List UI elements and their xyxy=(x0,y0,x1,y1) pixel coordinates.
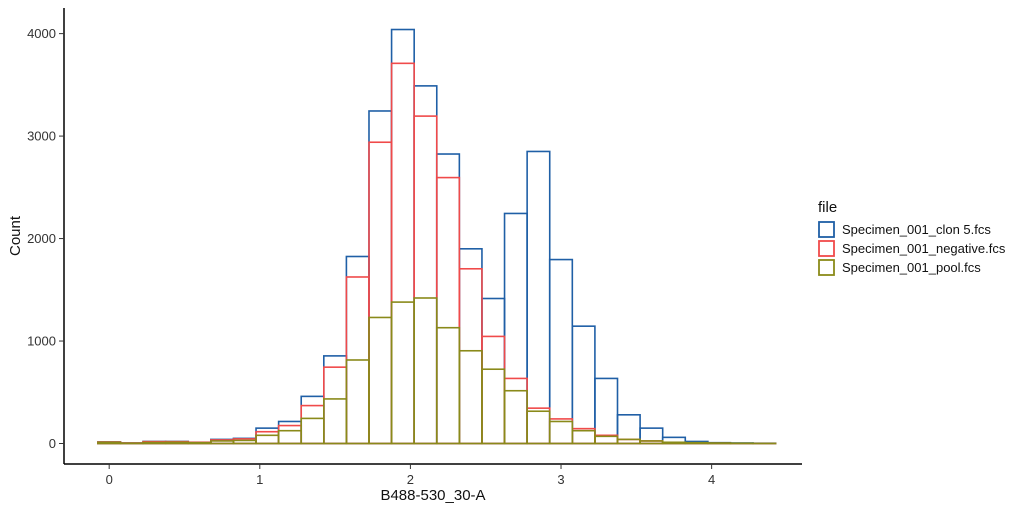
legend-label-1: Specimen_001_negative.fcs xyxy=(842,241,1006,256)
bar-series-2-bin-13 xyxy=(390,301,415,445)
bar-series-2-bin-25 xyxy=(661,441,687,445)
bar-series-2-bin-19 xyxy=(526,410,551,445)
legend-label-2: Specimen_001_pool.fcs xyxy=(842,260,981,275)
bar-series-0-bin-17 xyxy=(481,297,506,445)
bar-series-2-bin-22 xyxy=(594,435,619,445)
bar-series-0-bin-14 xyxy=(413,85,438,445)
y-tick-label-3: 3000 xyxy=(27,129,56,144)
bar-series-0-bin-12 xyxy=(368,110,393,445)
bar-series-2-bin-11 xyxy=(345,359,370,445)
bar-series-2-bin-3 xyxy=(164,441,190,445)
bar-series-1-bin-9 xyxy=(300,404,325,445)
bar-series-2-bin-2 xyxy=(142,441,167,445)
bar-series-0-bin-20 xyxy=(548,258,574,445)
bar-series-0-bin-21 xyxy=(571,325,596,445)
bar-series-0-bin-11 xyxy=(345,255,370,445)
legend-swatch-1 xyxy=(818,240,835,257)
bar-series-2-bin-23 xyxy=(616,438,641,445)
bar-series-1-bin-12 xyxy=(368,141,393,445)
bar-series-2-bin-26 xyxy=(684,441,709,445)
x-tick-label-3: 3 xyxy=(557,472,564,487)
x-tick-label-0: 0 xyxy=(106,472,113,487)
bar-series-2-bin-17 xyxy=(481,368,506,445)
bar-series-2-bin-18 xyxy=(503,389,528,445)
bar-series-1-bin-20 xyxy=(548,418,574,445)
legend-title: file xyxy=(818,199,837,216)
y-tick-label-4: 4000 xyxy=(27,26,56,41)
legend-swatch-0 xyxy=(818,221,835,238)
legend-swatch-2 xyxy=(818,259,835,276)
y-tick-label-1: 1000 xyxy=(27,334,56,349)
bar-series-0-bin-13 xyxy=(390,28,415,445)
bar-series-1-bin-14 xyxy=(413,115,438,445)
legend-items: Specimen_001_clon 5.fcs Specimen_001_nega… xyxy=(818,221,1006,276)
x-tick-label-2: 2 xyxy=(407,472,414,487)
bar-series-1-bin-8 xyxy=(277,424,303,445)
bar-series-2-bin-10 xyxy=(323,398,348,445)
legend: file Specimen_001_clon 5.fcsSpecimen_001… xyxy=(818,199,1006,276)
legend-label-0: Specimen_001_clon 5.fcs xyxy=(842,222,991,237)
bar-series-2-bin-20 xyxy=(548,420,574,445)
bar-series-0-bin-18 xyxy=(503,212,528,445)
bar-series-2-bin-7 xyxy=(255,434,280,445)
bar-series-2-bin-9 xyxy=(300,417,325,445)
bar-series-1-bin-17 xyxy=(481,335,506,445)
bar-series-2-bin-0 xyxy=(97,441,122,445)
bar-series-0-bin-15 xyxy=(435,153,461,445)
bar-series-1-bin-10 xyxy=(323,366,348,445)
bar-series-0-bin-16 xyxy=(458,248,483,445)
bar-series-2-bin-15 xyxy=(435,326,461,445)
bar-series-1-bin-7 xyxy=(255,430,280,445)
bar-series-1-bin-19 xyxy=(526,407,551,445)
bar-series-2-bin-4 xyxy=(187,441,212,445)
bar-series-1-bin-18 xyxy=(503,377,528,445)
x-axis-title: B488-530_30-A xyxy=(380,487,485,504)
bar-series-1-bin-13 xyxy=(390,62,415,445)
y-axis-title: Count xyxy=(7,215,24,256)
bar-series-0-bin-9 xyxy=(300,395,325,445)
y-tick-label-0: 0 xyxy=(49,436,56,451)
bar-series-1-bin-16 xyxy=(458,267,483,445)
x-tick-label-4: 4 xyxy=(708,472,715,487)
bar-series-1-bin-15 xyxy=(435,176,461,445)
bar-series-2-bin-6 xyxy=(232,439,257,445)
bar-series-2-bin-5 xyxy=(210,440,235,445)
bars-layer xyxy=(97,28,777,445)
x-axis-ticks: 0 1 2 3 4 xyxy=(106,464,715,487)
bar-series-0-bin-22 xyxy=(594,377,619,445)
bar-series-2-bin-14 xyxy=(413,297,438,445)
y-tick-label-2: 2000 xyxy=(27,231,56,246)
bar-series-2-bin-8 xyxy=(277,429,303,445)
bar-series-2-bin-24 xyxy=(639,440,664,445)
x-tick-label-1: 1 xyxy=(256,472,263,487)
bar-series-2-bin-16 xyxy=(458,349,483,445)
bar-series-2-bin-27 xyxy=(707,442,732,445)
bar-series-2-bin-12 xyxy=(368,316,393,445)
bar-series-2-bin-21 xyxy=(571,429,596,445)
y-axis-ticks: 0 1000 2000 3000 4000 xyxy=(27,26,64,451)
bar-series-0-bin-19 xyxy=(526,150,551,445)
